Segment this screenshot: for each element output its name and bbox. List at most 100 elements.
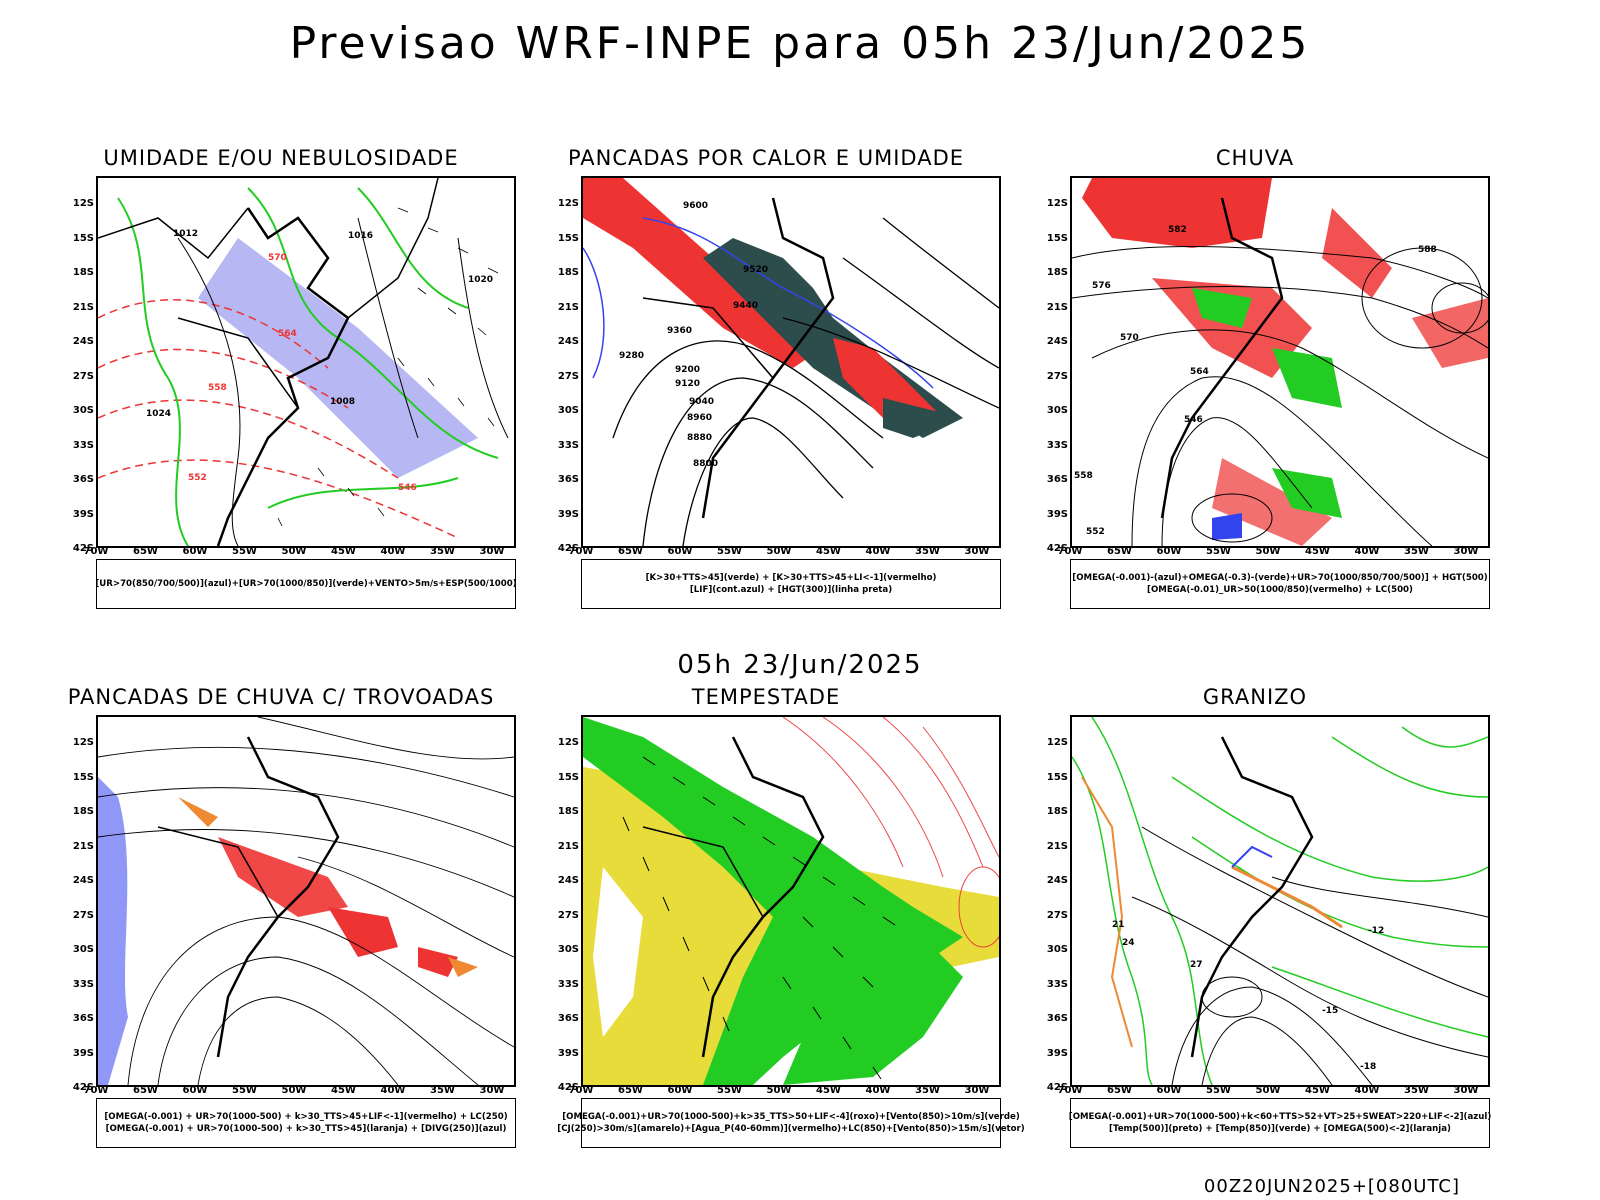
longitude-label: 50W [281, 546, 307, 557]
longitude-label: 35W [430, 1085, 455, 1096]
longitude-label: 35W [915, 1085, 940, 1096]
latitude-label: 18S [557, 806, 579, 817]
map-frame: 9600 9520 9440 9360 9280 9200 9120 9040 … [581, 176, 1001, 548]
legend-line: [LIF](cont.azul) + [HGT(300)](linha pret… [689, 585, 893, 595]
legend-line: [OMEGA(-0.001) + UR>70(1000-500) + k>30_… [105, 1124, 507, 1134]
latitude-label: 27S [1046, 909, 1068, 921]
hgt300-contour [882, 217, 999, 309]
latitude-label: 27S [557, 909, 579, 921]
thickness-label: 570 [268, 253, 287, 263]
longitude-label: 40W [380, 1085, 406, 1096]
thunderstorm-red-area [218, 837, 348, 917]
longitude-label: 45W [816, 1085, 841, 1096]
latitude-label: 36S [1046, 1013, 1068, 1024]
hgt-label: 9520 [743, 265, 768, 275]
longitude-label: 65W [1107, 1085, 1132, 1096]
longitude-label: 40W [1354, 546, 1380, 557]
latitude-label: 24S [1046, 336, 1068, 347]
latitude-label: 39S [557, 508, 579, 520]
latitude-label: 21S [1046, 840, 1068, 852]
map-svg: 9600 9520 9440 9360 9280 9200 9120 9040 … [583, 178, 999, 546]
longitude-label: 45W [816, 546, 841, 557]
longitude-label: 30W [1453, 1085, 1479, 1096]
latitude-label: 12S [557, 198, 579, 209]
thickness-label: 546 [398, 483, 417, 493]
longitude-label: 60W [667, 1085, 693, 1096]
longitude-label: 65W [618, 546, 643, 557]
temp-label: 21 [1112, 920, 1125, 930]
pressure-isobar [177, 237, 241, 546]
longitude-label: 35W [430, 546, 455, 557]
longitude-label: 45W [331, 1085, 356, 1096]
latitude-label: 33S [1046, 978, 1068, 990]
longitude-label: 30W [964, 1085, 990, 1096]
temp-label: -15 [1322, 1006, 1338, 1016]
latitude-label: 12S [72, 737, 94, 748]
legend-box: [OMEGA(-0.001)+UR>70(1000-500)+k>35_TTS>… [557, 1098, 1025, 1148]
latitude-label: 42S [72, 543, 94, 554]
legend-line: [OMEGA(-0.001)+UR>70(1000-500)+k>35_TTS>… [562, 1112, 1020, 1122]
latitude-label: 30S [1046, 405, 1068, 416]
hgt500-label: 576 [1092, 281, 1111, 291]
longitude-label: 70W [83, 1085, 109, 1096]
panel-title: CHUVA [1215, 146, 1295, 170]
latitude-label: 15S [557, 232, 579, 244]
panel-chuva: CHUVA 582 576 570 [1020, 146, 1490, 616]
thickness-label: 558 [208, 383, 227, 393]
rain-green-area [1192, 288, 1252, 328]
panel-trovoadas: PANCADAS DE CHUVA C/ TROVOADAS [46, 685, 516, 1155]
humidity-green-contour [117, 197, 189, 546]
mid-title: 05h 23/Jun/2025 [677, 650, 923, 680]
latitude-label: 18S [72, 806, 94, 817]
coastline [216, 736, 340, 1058]
latitude-label: 39S [1046, 508, 1068, 520]
latitude-label: 33S [72, 978, 94, 990]
latitude-label: 42S [72, 1082, 94, 1093]
temp-label: -18 [1360, 1062, 1376, 1072]
latitude-label: 42S [1046, 1082, 1068, 1093]
latitude-label: 27S [72, 370, 94, 382]
coastline [1190, 736, 1314, 1058]
hgt-label: 9280 [619, 351, 644, 361]
latitude-label: 42S [557, 1082, 579, 1093]
latitude-label: 33S [1046, 439, 1068, 451]
humidity-green-contour [357, 187, 469, 309]
longitude-label: 60W [1156, 546, 1182, 557]
rain-red-area [1212, 458, 1332, 546]
hgt300-contour [682, 417, 844, 546]
rain-red-area [1082, 178, 1272, 248]
hgt-label: 9040 [689, 397, 714, 407]
run-timestamp: 00Z20JUN2025+[080UTC] [1203, 1176, 1460, 1197]
longitude-label: 45W [331, 546, 356, 557]
legend-line: [UR>70(850/700/500)](azul)+[UR>70(1000/8… [95, 579, 517, 589]
legend-line: [K>30+TTS>45](verde) + [K>30+TTS>45+LI<-… [645, 573, 937, 583]
map-svg: 1012 1016 1020 1024 1008 570 564 558 552… [98, 178, 509, 546]
instability-red-area [583, 178, 823, 368]
latitude-label: 42S [1046, 543, 1068, 554]
legend-line: [OMEGA(-0.001) + UR>70(1000-500) + k>30_… [104, 1112, 508, 1122]
pressure-isobar [457, 237, 509, 439]
coastline [701, 736, 825, 1058]
latitude-label: 30S [72, 944, 94, 955]
isobar-label: 1016 [348, 231, 373, 241]
longitude-label: 70W [568, 1085, 594, 1096]
legend-line: [Temp(500)](preto) + [Temp(850)](verde) … [1109, 1124, 1451, 1134]
temp500-contours [1131, 826, 1488, 1085]
latitude-label: 30S [1046, 944, 1068, 955]
latitude-label: 30S [557, 944, 579, 955]
latitude-label: 15S [1046, 771, 1068, 783]
wind-vectors [622, 756, 896, 1080]
latitude-label: 27S [1046, 370, 1068, 382]
latitude-label: 24S [1046, 875, 1068, 886]
longitude-label: 40W [1354, 1085, 1380, 1096]
longitude-label: 40W [865, 546, 891, 557]
panel-granizo: GRANIZO -12 [1020, 685, 1491, 1155]
latitude-label: 24S [72, 336, 94, 347]
latitude-label: 30S [72, 405, 94, 416]
latitude-label: 33S [557, 439, 579, 451]
latitude-label: 18S [1046, 267, 1068, 278]
latitude-label: 21S [72, 840, 94, 852]
latitude-label: 18S [1046, 806, 1068, 817]
longitude-label: 45W [1305, 1085, 1330, 1096]
latitude-label: 15S [557, 771, 579, 783]
